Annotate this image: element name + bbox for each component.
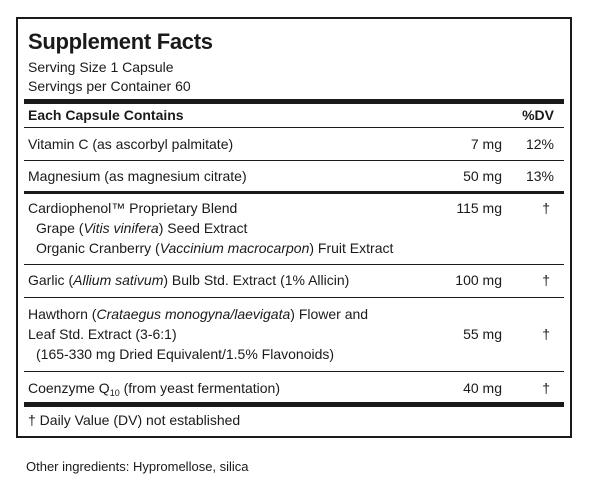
blend-amount: 115 mg <box>456 200 502 216</box>
other-ingredients: Other ingredients: Hypromellose, silica <box>26 459 249 474</box>
nutrient-name: Garlic (Allium sativum) Bulb Std. Extrac… <box>28 272 350 288</box>
nutrient-amount: 55 mg <box>463 326 502 342</box>
nutrient-name: Vitamin C (as ascorbyl palmitate) <box>28 136 234 152</box>
divider <box>24 264 564 265</box>
blend-ingredient: Organic Cranberry (Vaccinium macrocarpon… <box>36 240 394 256</box>
dagger-mark: † <box>542 200 550 216</box>
panel-title: Supplement Facts <box>28 29 213 54</box>
nutrient-dv: 13% <box>525 168 554 184</box>
divider <box>24 160 564 161</box>
nutrient-amount: 7 mg <box>470 136 502 152</box>
nutrient-amount: 50 mg <box>463 168 502 184</box>
header-rule <box>24 99 564 104</box>
blend-ingredient: Grape (Vitis vinifera) Seed Extract <box>36 220 248 236</box>
nutrient-dv: 12% <box>525 136 554 152</box>
footer-rule <box>24 402 564 407</box>
nutrient-amount: 40 mg <box>463 380 502 396</box>
nutrient-name-line: Leaf Std. Extract (3-6:1) <box>28 326 177 342</box>
nutrient-name: Hawthorn (Crataegus monogyna/laevigata) … <box>28 306 369 322</box>
servings-per-container: Servings per Container 60 <box>28 78 191 94</box>
dagger-mark: † <box>542 326 550 342</box>
column-header-contains: Each Capsule Contains <box>28 107 184 123</box>
dagger-mark: † <box>542 380 550 396</box>
nutrient-name: Coenzyme Q10 (from yeast fermentation) <box>28 380 280 398</box>
nutrient-name: Magnesium (as magnesium citrate) <box>28 168 247 184</box>
blend-name: Cardiophenol™ Proprietary Blend <box>28 200 238 216</box>
divider <box>24 127 564 128</box>
nutrient-amount: 100 mg <box>455 272 502 288</box>
dagger-mark: † <box>542 272 550 288</box>
serving-size: Serving Size 1 Capsule <box>28 59 174 75</box>
divider <box>24 297 564 298</box>
supplement-facts-panel: Supplement Facts Serving Size 1 Capsule … <box>16 17 572 438</box>
divider <box>24 371 564 372</box>
section-rule <box>24 191 564 194</box>
nutrient-note: (165-330 mg Dried Equivalent/1.5% Flavon… <box>36 346 335 362</box>
column-header-dv: %DV <box>522 107 554 123</box>
footnote: † Daily Value (DV) not established <box>28 412 241 428</box>
